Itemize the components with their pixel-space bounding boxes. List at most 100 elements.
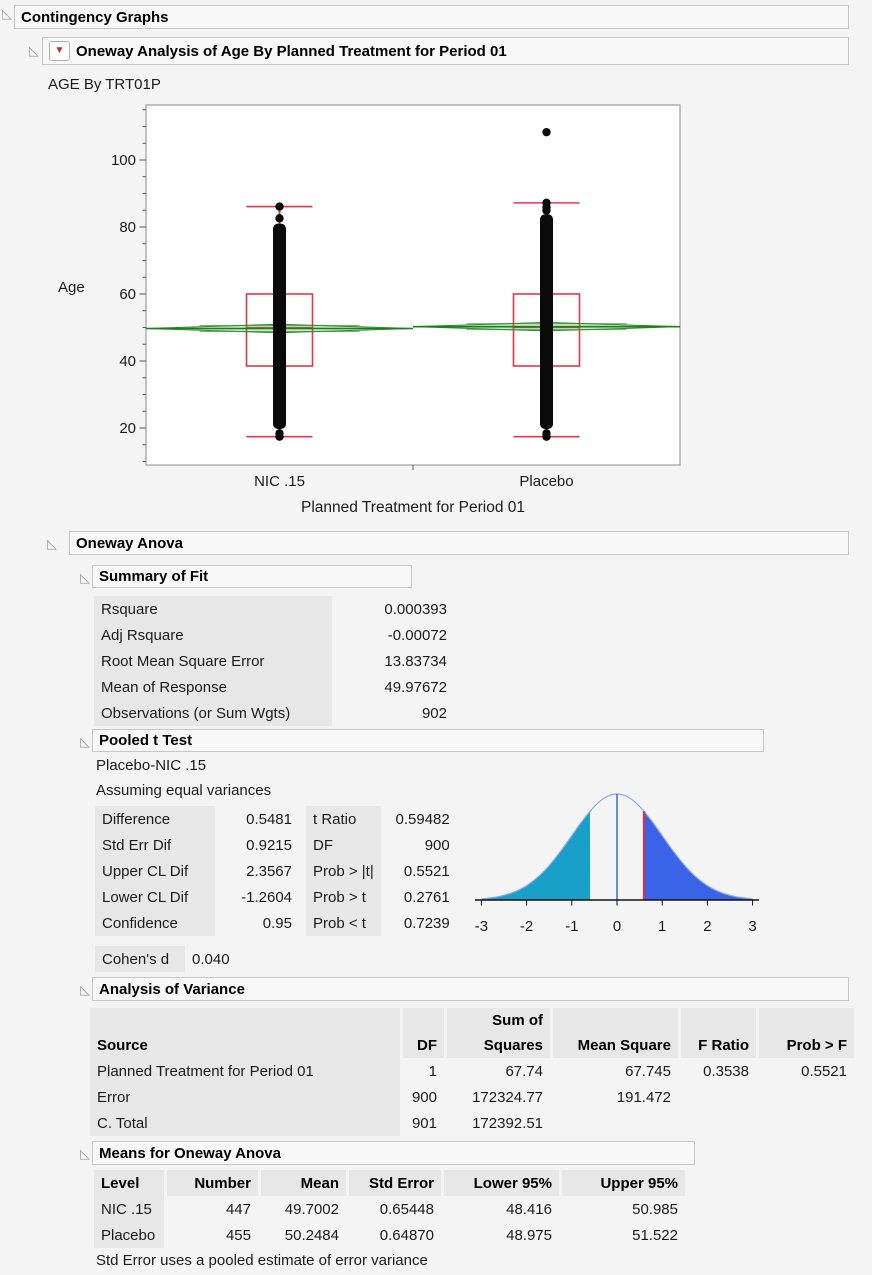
table-row: NIC .15 447 49.7002 0.65448 48.416 50.985	[94, 1196, 685, 1222]
cell-value: 447	[225, 1200, 251, 1218]
stat-value: -1.2604	[241, 888, 292, 906]
right-tail-shade	[643, 811, 753, 900]
cell-value: 48.416	[506, 1200, 552, 1218]
curve-x-tick-label: -1	[565, 918, 578, 935]
stat-label: Prob > |t|	[306, 858, 381, 884]
section-header-contingency-graphs[interactable]: Contingency Graphs	[14, 5, 849, 29]
section-header-summary-of-fit[interactable]: Summary of Fit	[92, 565, 412, 588]
table-row: Placebo 455 50.2484 0.64870 48.975 51.522	[94, 1222, 685, 1248]
section-header-anova[interactable]: Analysis of Variance	[92, 977, 849, 1001]
stat-value: 0.95	[262, 914, 292, 932]
stat-label: Rsquare	[94, 596, 332, 622]
section-title: Means for Oneway Anova	[99, 1144, 281, 1162]
section-header-oneway-analysis[interactable]: ▼ Oneway Analysis of Age By Planned Trea…	[42, 37, 849, 65]
data-point	[275, 432, 284, 441]
row-label: Error	[90, 1084, 400, 1110]
column-header: DF	[400, 1008, 444, 1058]
curve-x-tick-label: 0	[613, 918, 621, 935]
cell-value	[678, 1110, 756, 1136]
summary-of-fit-table: Rsquare 0.000393 Adj Rsquare -0.00072 Root M…	[94, 596, 454, 726]
cell-value	[756, 1084, 854, 1110]
section-header-pooled-t-test[interactable]: Pooled t Test	[92, 729, 764, 752]
stat-label: Adj Rsquare	[94, 622, 332, 648]
table-row: Planned Treatment for Period 01 1 67.74 67.…	[90, 1058, 854, 1084]
disclosure-triangle-means[interactable]: ◺	[80, 1146, 90, 1161]
stat-label: Cohen's d	[95, 946, 185, 972]
cell-value: 67.745	[625, 1062, 671, 1080]
column-header: Std Error	[346, 1170, 441, 1196]
row-label: C. Total	[90, 1110, 400, 1136]
cell-value	[756, 1110, 854, 1136]
data-point	[542, 432, 551, 441]
stat-value: 902	[421, 704, 447, 722]
column-header: Lower 95%	[441, 1170, 559, 1196]
y-tick-label: 100	[111, 152, 136, 169]
section-title: Contingency Graphs	[21, 8, 169, 26]
stat-value: 2.3567	[246, 862, 292, 880]
curve-x-tick-label: -3	[475, 918, 488, 935]
stat-label: Lower CL Dif	[95, 884, 215, 910]
y-tick-label: 40	[119, 353, 136, 370]
disclosure-triangle-contingency[interactable]: ◺	[2, 6, 12, 21]
disclosure-triangle-oneway-anova[interactable]: ◺	[47, 536, 57, 551]
section-header-means[interactable]: Means for Oneway Anova	[92, 1141, 695, 1165]
cohens-d-table: Cohen's d 0.040	[95, 946, 255, 972]
stat-label: Root Mean Square Error	[94, 648, 332, 674]
table-row: Error 900 172324.77 191.472	[90, 1084, 854, 1110]
means-table: Level Number Mean Std Error Lower 95% Upper 9…	[94, 1170, 685, 1248]
section-title: Summary of Fit	[99, 568, 209, 585]
stat-label: Prob > t	[306, 884, 381, 910]
data-point	[275, 202, 284, 211]
column-header: Level	[94, 1170, 164, 1196]
cell-value: 0.3538	[703, 1062, 749, 1080]
cell-value: 172392.51	[472, 1114, 543, 1132]
disclosure-triangle-pooled-t-test[interactable]: ◺	[80, 734, 90, 749]
chart-subtitle: AGE By TRT01P	[48, 76, 161, 93]
column-header: Number	[164, 1170, 258, 1196]
cell-value: 0.65448	[379, 1200, 434, 1218]
cell-value: 172324.77	[472, 1088, 543, 1106]
stat-value: 0.000393	[384, 600, 447, 618]
stat-label: Difference	[95, 806, 215, 832]
row-label: NIC .15	[94, 1196, 164, 1222]
column-header: Sum of Squares	[444, 1008, 550, 1058]
cell-value: 0.64870	[379, 1226, 434, 1244]
disclosure-triangle-oneway-analysis[interactable]: ◺	[29, 43, 39, 58]
jittered-points-column	[273, 223, 286, 430]
stat-value: 0.2761	[403, 888, 450, 906]
x-category-label: NIC .15	[254, 473, 305, 490]
stat-label: Mean of Response	[94, 674, 332, 700]
cell-value: 1	[428, 1062, 437, 1080]
left-tail-shade	[481, 811, 591, 900]
stat-value: 0.7239	[403, 914, 450, 932]
cell-value: 49.7002	[284, 1200, 339, 1218]
data-point	[542, 206, 551, 215]
oneway-boxplot-chart[interactable]: 20 40 60 80 100 Age NIC .15 Placebo Planned Trea…	[40, 95, 872, 535]
column-header: Prob > F	[756, 1008, 854, 1058]
red-triangle-menu-button[interactable]: ▼	[49, 41, 70, 61]
column-header: Mean Square	[550, 1008, 678, 1058]
cell-value: 50.2484	[284, 1226, 339, 1244]
stat-value: 0.040	[192, 950, 230, 968]
stat-value: 0.9215	[246, 836, 292, 854]
section-title: Oneway Anova	[76, 534, 183, 552]
cell-value: 455	[225, 1226, 251, 1244]
stat-value: 900	[424, 836, 450, 854]
cell-value: 67.74	[505, 1062, 543, 1080]
cell-value: 191.472	[616, 1088, 671, 1106]
stat-value: 0.5521	[403, 862, 450, 880]
cell-value: 0.5521	[801, 1062, 847, 1080]
curve-x-tick-label: 3	[748, 918, 756, 935]
stat-label: Upper CL Dif	[95, 858, 215, 884]
table-row: C. Total 901 172392.51	[90, 1110, 854, 1136]
cell-value	[678, 1084, 756, 1110]
section-header-oneway-anova[interactable]: Oneway Anova	[69, 531, 849, 555]
stat-label: Observations (or Sum Wgts)	[94, 700, 332, 726]
pooled-assumption-label: Assuming equal variances	[96, 782, 272, 799]
disclosure-triangle-summary-of-fit[interactable]: ◺	[80, 570, 90, 585]
disclosure-triangle-anova[interactable]: ◺	[80, 982, 90, 997]
pooled-t-test-probabilities-table: t Ratio 0.59482 DF 900 Prob > |t| 0.5521 Prob …	[306, 806, 457, 936]
stat-value: 0.59482	[395, 810, 450, 828]
stat-label: t Ratio	[306, 806, 381, 832]
